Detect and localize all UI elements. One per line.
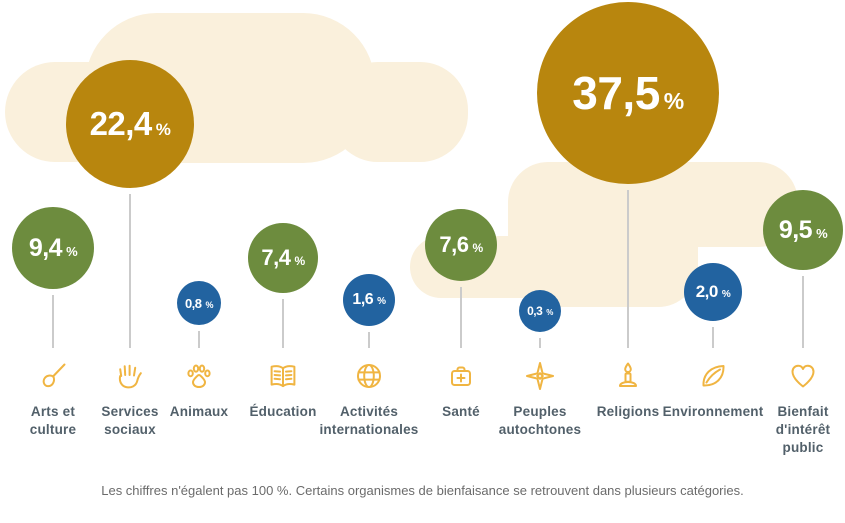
- category-label-sante: Santé: [442, 404, 480, 419]
- category-label-religions: Religions: [596, 404, 660, 419]
- leaf-icon: [696, 359, 730, 393]
- bubble-bienfait-interet-public: 9,5%: [763, 190, 843, 270]
- hand-icon: [113, 359, 147, 393]
- percent-sign: %: [472, 241, 483, 255]
- bubble-value: 0,8: [184, 295, 202, 311]
- category-label-peuples-autochtones: Peuples autochtones: [498, 404, 582, 437]
- percent-sign: %: [205, 299, 214, 310]
- connector-line-sante: [460, 287, 462, 348]
- percent-sign: %: [546, 308, 553, 317]
- bubble-value: 37,5: [572, 67, 660, 119]
- bubble-value: 9,4: [28, 233, 63, 262]
- bubble-animaux: 0,8%: [177, 281, 221, 325]
- bubble-value: 22,4: [89, 105, 153, 142]
- percent-sign: %: [294, 254, 305, 268]
- bubble-religions: 37,5%: [537, 2, 719, 184]
- category-label-services-sociaux: Services sociaux: [101, 404, 159, 437]
- category-label-environnement: Environnement: [662, 404, 764, 419]
- connector-line-arts-et-culture: [52, 295, 54, 348]
- star-compass-icon: [523, 359, 557, 393]
- heart-icon: [786, 359, 820, 393]
- category-label-activites-internationales: Activités internationales: [319, 404, 419, 437]
- category-label-animaux: Animaux: [169, 404, 229, 419]
- first-aid-icon: [444, 359, 478, 393]
- bubble-environnement: 2,0%: [684, 263, 742, 321]
- bubble-value: 9,5: [778, 215, 813, 244]
- open-book-icon: [266, 359, 300, 393]
- bubble-peuples-autochtones: 0,3%: [519, 290, 561, 332]
- bubble-education: 7,4%: [248, 223, 318, 293]
- category-label-education: Éducation: [249, 404, 317, 419]
- bubble-value: 7,4: [261, 245, 291, 270]
- bubble-activites-internationales: 1,6%: [343, 274, 395, 326]
- percent-sign: %: [663, 88, 684, 114]
- bubble-services-sociaux: 22,4%: [66, 60, 194, 188]
- category-label-bienfait-interet-public: Bienfait d'intérêt public: [775, 404, 831, 455]
- connector-line-animaux: [198, 331, 200, 348]
- bubble-value: 2,0: [695, 282, 719, 301]
- percent-sign: %: [66, 243, 78, 259]
- footnote: Les chiffres n'égalent pas 100 %. Certai…: [101, 483, 744, 498]
- percent-sign: %: [816, 225, 828, 241]
- connector-line-services-sociaux: [129, 194, 131, 348]
- percent-sign: %: [377, 296, 386, 307]
- connector-line-environnement: [712, 327, 714, 348]
- percent-sign: %: [721, 289, 731, 300]
- bubble-arts-et-culture: 9,4%: [12, 207, 94, 289]
- paw-icon: [182, 359, 216, 393]
- connector-line-education: [282, 299, 284, 348]
- connector-line-religions: [627, 190, 629, 348]
- candle-icon: [611, 359, 645, 393]
- percent-sign: %: [155, 120, 171, 139]
- category-label-arts-et-culture: Arts et culture: [29, 404, 77, 437]
- connector-line-peuples-autochtones: [539, 338, 541, 348]
- connector-line-bienfait-interet-public: [802, 276, 804, 348]
- bubble-value: 0,3: [527, 304, 543, 318]
- globe-icon: [352, 359, 386, 393]
- paintbrush-icon: [36, 359, 70, 393]
- bubble-value: 1,6: [352, 291, 374, 308]
- bubble-value: 7,6: [439, 232, 469, 257]
- cloud-left-right-lobe: [330, 62, 468, 162]
- bubble-sante: 7,6%: [425, 209, 497, 281]
- connector-line-activites-internationales: [368, 332, 370, 348]
